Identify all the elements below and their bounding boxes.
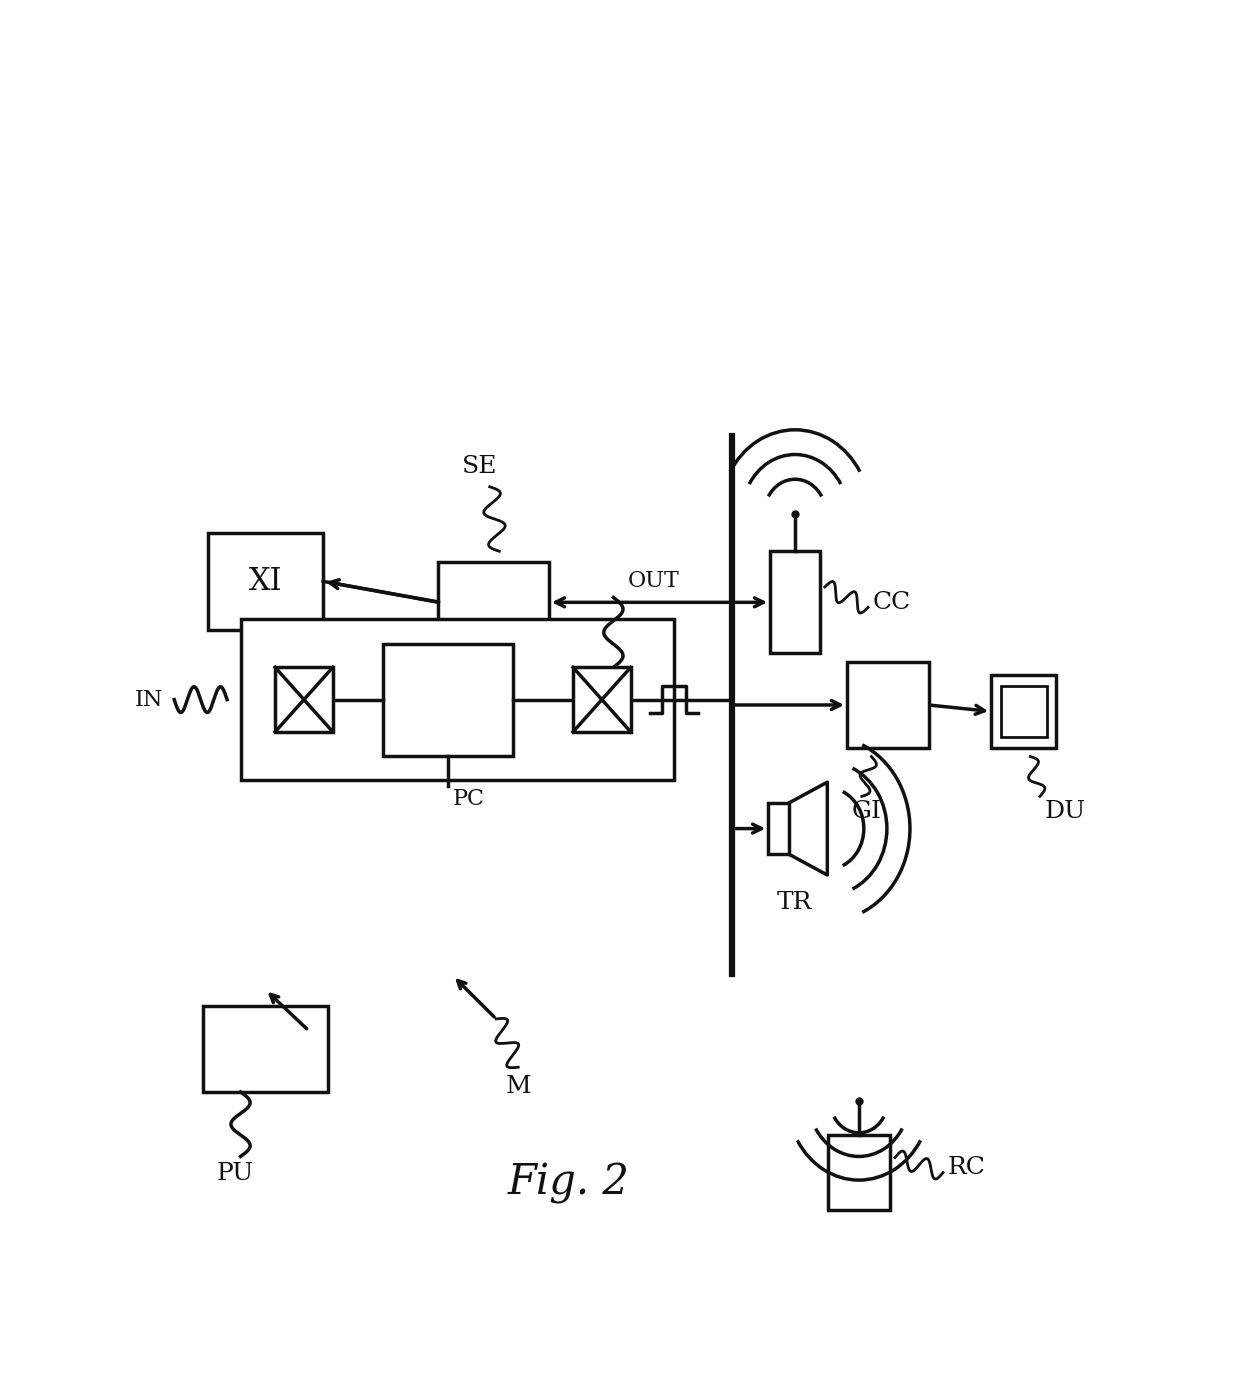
Bar [828, 1135, 890, 1210]
Text: XI: XI [249, 565, 283, 597]
Bar [573, 667, 631, 732]
Text: DU: DU [1044, 800, 1086, 822]
Text: CC: CC [873, 591, 911, 614]
Bar [383, 644, 513, 755]
Bar [847, 662, 929, 748]
Text: Fig. 2: Fig. 2 [507, 1163, 629, 1205]
Text: RC: RC [947, 1156, 986, 1178]
Bar [991, 674, 1056, 748]
Text: PU: PU [217, 1161, 254, 1185]
Text: PC: PC [453, 787, 485, 810]
Bar [275, 667, 332, 732]
Text: IN: IN [134, 688, 162, 711]
Bar [1001, 685, 1047, 737]
Text: GI: GI [852, 800, 882, 822]
Bar [203, 1007, 327, 1092]
Bar [768, 803, 790, 854]
Bar [242, 618, 675, 780]
Text: TR: TR [776, 891, 812, 913]
Bar [439, 563, 549, 642]
Text: M: M [506, 1075, 531, 1097]
Bar [208, 533, 324, 630]
Text: SE: SE [463, 455, 497, 479]
Text: OUT: OUT [627, 570, 680, 592]
Bar [770, 551, 820, 653]
